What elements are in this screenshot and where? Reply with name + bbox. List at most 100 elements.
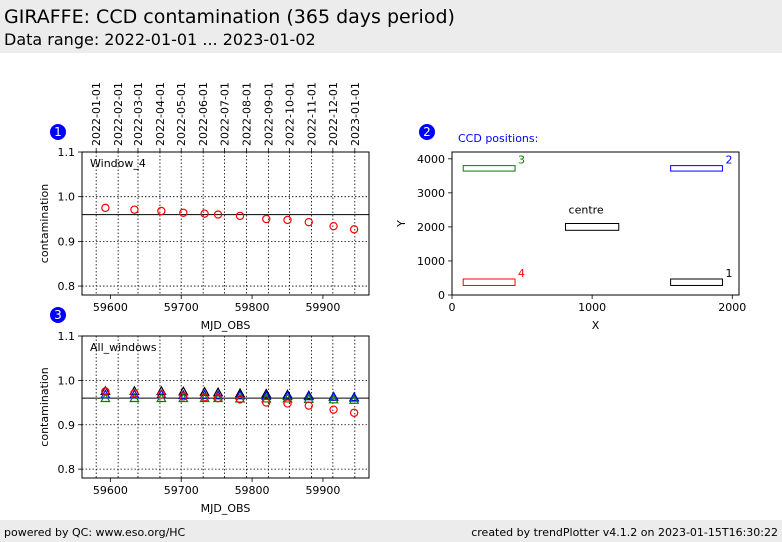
y-axis-label: contamination: [38, 184, 51, 263]
data-point-circle: [262, 214, 271, 224]
data-point-circle: [349, 408, 359, 417]
date-tick-label: 2022-06-01: [197, 82, 210, 146]
ccd-window-label: 4: [518, 267, 525, 280]
y-axis-label: contamination: [38, 367, 51, 446]
ccd-window-box: [462, 278, 516, 286]
y-tick-label: 1.0: [58, 374, 76, 387]
x-axis-label: MJD_OBS: [201, 502, 251, 515]
y-tick-label: 1000: [417, 255, 445, 268]
page-title: GIRAFFE: CCD contamination (365 days per…: [4, 6, 455, 28]
data-point-circle: [283, 215, 292, 225]
data-point-circle: [283, 399, 292, 408]
x-axis-label: X: [592, 319, 600, 332]
data-point-circle: [200, 209, 209, 218]
ccd-window-box: [462, 165, 516, 172]
x-tick-label: 59900: [305, 484, 340, 497]
footer-powered-by: powered by QC: www.eso.org/HC: [4, 526, 186, 539]
y-tick-label: 0.8: [58, 280, 76, 293]
data-point-circle: [304, 217, 313, 227]
data-point-circle: [213, 393, 223, 403]
data-point-triangle: [303, 390, 314, 401]
data-point-circle: [329, 221, 338, 231]
data-point-triangle: [129, 389, 140, 399]
data-point-circle: [235, 211, 245, 221]
date-tick-label: 2022-12-01: [327, 82, 340, 146]
y-tick-label: 2000: [417, 221, 445, 234]
date-tick-label: 2022-01-01: [90, 82, 103, 146]
footer-created-by: created by trendPlotter v4.1.2 on 2023-0…: [471, 526, 778, 539]
data-point-circle: [101, 387, 110, 396]
panel-badge-label: 1: [54, 125, 62, 139]
data-point-circle: [213, 210, 223, 219]
ccd-window-label: centre: [569, 204, 604, 217]
data-point-triangle: [282, 393, 293, 403]
ccd-window-box: [670, 278, 723, 286]
axes-frame: [81, 151, 370, 296]
data-point-triangle: [261, 388, 272, 398]
data-point-circle: [179, 392, 188, 401]
panel-badge-label: 3: [54, 308, 62, 322]
date-tick-label: 2022-09-01: [262, 82, 275, 146]
data-point-triangle: [234, 387, 246, 398]
data-point-circle: [179, 208, 188, 217]
date-tick-label: 2022-11-01: [306, 82, 319, 146]
date-tick-label: 2023-01-01: [349, 82, 362, 146]
data-point-circle: [101, 203, 110, 213]
data-point-circle: [200, 393, 209, 402]
data-point-triangle: [234, 390, 246, 400]
data-point-triangle: [261, 393, 272, 403]
header-bar: GIRAFFE: CCD contamination (365 days per…: [0, 0, 782, 53]
data-point-triangle: [100, 392, 111, 403]
y-tick-label: 1.0: [58, 191, 76, 204]
ccd-window-label: 1: [725, 267, 732, 280]
panel-annotation: All_windows: [90, 341, 157, 354]
data-point-triangle: [178, 389, 189, 399]
y-tick-label: 1.1: [58, 146, 76, 159]
y-axis-label: Y: [395, 220, 408, 228]
y-tick-label: 4000: [417, 153, 445, 166]
y-tick-label: 0.8: [58, 463, 76, 476]
ccd-window-label: 3: [518, 154, 525, 167]
data-point-circle: [130, 205, 139, 214]
x-tick-label: 59800: [235, 301, 270, 314]
data-point-circle: [157, 206, 166, 216]
x-tick-label: 1000: [578, 301, 606, 314]
data-point-circle: [349, 225, 359, 234]
axes-frame: [81, 335, 370, 479]
panel-badge-circle: [50, 307, 66, 323]
x-tick-label: 59600: [93, 484, 128, 497]
data-point-triangle: [348, 394, 360, 404]
date-tick-label: 2022-10-01: [284, 82, 297, 146]
data-point-circle: [235, 395, 245, 404]
panel-badge-circle: [50, 124, 66, 140]
data-point-triangle: [199, 392, 210, 403]
date-tick-label: 2022-02-01: [112, 82, 125, 146]
ccd-window-label: 2: [725, 154, 732, 167]
x-tick-label: 2000: [718, 301, 746, 314]
data-point-triangle: [212, 386, 224, 397]
panel-annotation: Window_4: [90, 157, 146, 170]
data-point-triangle: [234, 393, 246, 403]
x-tick-label: 59700: [164, 484, 199, 497]
data-point-circle: [262, 398, 271, 407]
data-point-circle: [304, 401, 313, 410]
date-tick-label: 2022-04-01: [154, 82, 167, 146]
y-tick-label: 0.9: [58, 235, 76, 248]
data-point-circle: [130, 389, 139, 398]
data-point-triangle: [348, 391, 360, 402]
ccd-window-box: [565, 223, 620, 231]
y-tick-label: 1.1: [58, 330, 76, 343]
date-tick-label: 2022-03-01: [132, 82, 145, 146]
y-tick-label: 0: [438, 289, 445, 302]
footer-bar: powered by QC: www.eso.org/HC created by…: [0, 520, 782, 542]
x-axis-label: MJD_OBS: [201, 319, 251, 332]
y-tick-label: 0.9: [58, 419, 76, 432]
panel-badge-label: 2: [423, 125, 431, 139]
panel-badge-circle: [419, 124, 435, 140]
ccd-positions-title: CCD positions:: [458, 132, 538, 145]
data-point-triangle: [129, 392, 140, 403]
date-tick-label: 2022-08-01: [240, 82, 253, 146]
y-tick-label: 3000: [417, 187, 445, 200]
date-tick-label: 2022-05-01: [175, 82, 188, 146]
